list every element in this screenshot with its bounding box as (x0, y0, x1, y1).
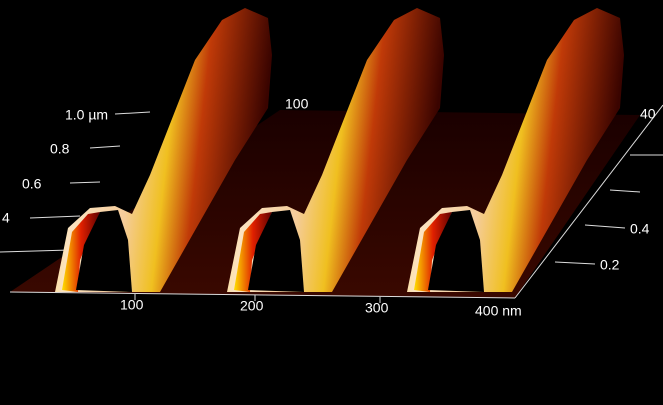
back-label: 100 (285, 96, 309, 112)
y-tick-label: 40 (640, 106, 656, 122)
y-tick-label: 0.4 (630, 221, 650, 237)
z-tick-label: 4 (2, 210, 10, 226)
z-tick-label: 1.0 µm (65, 107, 108, 123)
z-tick-label: 0.6 (22, 176, 42, 192)
x-tick-label: 300 (365, 300, 389, 316)
z-tick-label: 0.8 (50, 141, 70, 157)
x-tick-label: 400 nm (475, 303, 522, 319)
grid (0, 104, 663, 303)
y-tick-label: 0.2 (600, 257, 620, 273)
x-tick-label: 200 (240, 298, 264, 314)
x-tick-label: 100 (120, 297, 144, 313)
